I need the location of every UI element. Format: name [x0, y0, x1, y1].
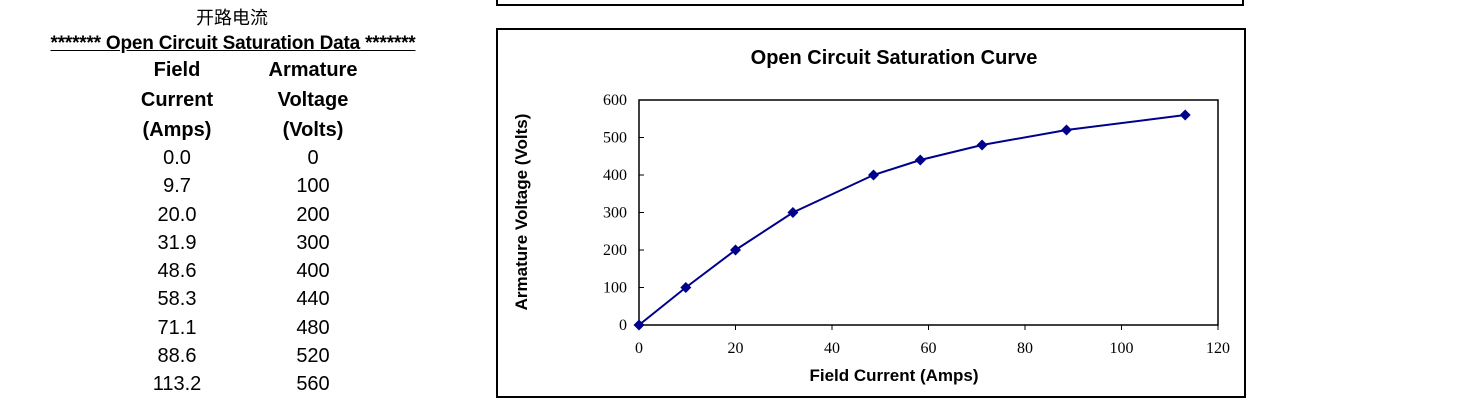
armature-voltage-header: Armature Voltage (Volts): [248, 55, 378, 145]
y-tick-label: 400: [603, 167, 627, 184]
field-current-cell: 9.7: [163, 175, 191, 198]
table-row: 71.1 480: [0, 314, 470, 342]
armature-voltage-cell: 480: [296, 316, 330, 339]
field-current-header: Field Current (Amps): [112, 55, 242, 145]
upper-chart-frame: [496, 0, 1244, 6]
armature-voltage-cell: 440: [296, 288, 330, 311]
field-current-cell: 58.3: [157, 288, 197, 311]
data-point-marker: [914, 154, 926, 166]
series-group: [633, 109, 1191, 331]
x-tick-label: 60: [921, 340, 937, 357]
x-tick-label: 40: [824, 340, 840, 357]
data-point-marker: [1060, 124, 1072, 136]
plot-area: [638, 99, 1219, 326]
armature-voltage-cell: 400: [296, 260, 330, 283]
y-tick-label: 300: [603, 205, 627, 222]
data-point-marker: [867, 169, 879, 181]
table-row: 113.2 560: [0, 370, 470, 398]
header-line: (Volts): [282, 119, 344, 141]
table-row: 88.6 520: [0, 342, 470, 370]
x-tick-label: 0: [635, 340, 643, 357]
x-axis-label: Field Current (Amps): [809, 366, 978, 385]
table-row: 58.3 440: [0, 285, 470, 313]
saturation-data-table: 开路电流 ******* Open Circuit Saturation Dat…: [0, 0, 470, 400]
y-tick-label: 500: [603, 130, 627, 147]
saturation-curve-chart: Open Circuit Saturation Curve 0 100 200 300…: [496, 28, 1246, 398]
x-tick-label: 120: [1206, 340, 1230, 357]
armature-voltage-cell: 300: [296, 231, 330, 254]
chart-title: Open Circuit Saturation Curve: [751, 47, 1038, 69]
y-tick-label: 200: [603, 242, 627, 259]
data-point-marker: [1179, 109, 1191, 121]
armature-voltage-cell: 520: [296, 345, 330, 368]
field-current-cell: 71.1: [157, 316, 197, 339]
x-tick-label: 80: [1017, 340, 1033, 357]
header-line: Field: [153, 59, 201, 81]
table-rows: 0.0 0 9.7 100 20.0 200 31.9 300 48.6 400 58.3…: [0, 144, 470, 399]
data-point-marker: [787, 207, 799, 218]
field-current-cell: 0.0: [163, 147, 191, 169]
header-line: Voltage: [277, 89, 349, 111]
field-current-cell: 31.9: [157, 231, 197, 254]
chart-canvas: Open Circuit Saturation Curve 0100200300…: [512, 47, 1230, 385]
armature-voltage-cell: 560: [296, 373, 330, 396]
field-current-cell: 48.6: [157, 260, 197, 283]
armature-voltage-cell: 200: [296, 203, 330, 226]
data-point-marker: [730, 244, 741, 256]
data-point-marker: [680, 282, 692, 293]
field-current-cell: 88.6: [157, 345, 197, 368]
axis-ticks: 0 100 200 300 400 500 600 0 20 40 60 80 100 120: [603, 92, 1230, 357]
data-point-marker: [633, 319, 645, 331]
field-current-cell: 113.2: [152, 373, 202, 396]
table-row: 31.9 300: [0, 229, 470, 257]
y-tick-label: 100: [603, 280, 627, 297]
x-tick-label: 100: [1110, 340, 1134, 357]
armature-voltage-cell: 100: [296, 175, 330, 198]
header-line: (Amps): [142, 119, 212, 141]
armature-voltage-cell: 0: [307, 147, 319, 169]
header-line: Current: [140, 89, 214, 111]
table-row: 48.6 400: [0, 257, 470, 285]
x-tick-label: 20: [728, 340, 744, 357]
y-tick-label: 0: [619, 317, 627, 334]
table-row: 0.0 0: [0, 144, 470, 172]
table-title: ******* Open Circuit Saturation Data ***…: [50, 33, 416, 54]
table-row: 20.0 200: [0, 201, 470, 229]
y-tick-label: 600: [603, 92, 627, 109]
data-point-marker: [976, 139, 988, 151]
y-axis-label: Armature Voltage (Volts): [512, 114, 531, 311]
field-current-cell: 20.0: [157, 203, 197, 226]
header-line: Armature: [268, 59, 358, 81]
chinese-title: 开路电流: [196, 8, 268, 29]
table-row: 9.7 100: [0, 172, 470, 200]
series-line: [638, 114, 1186, 326]
